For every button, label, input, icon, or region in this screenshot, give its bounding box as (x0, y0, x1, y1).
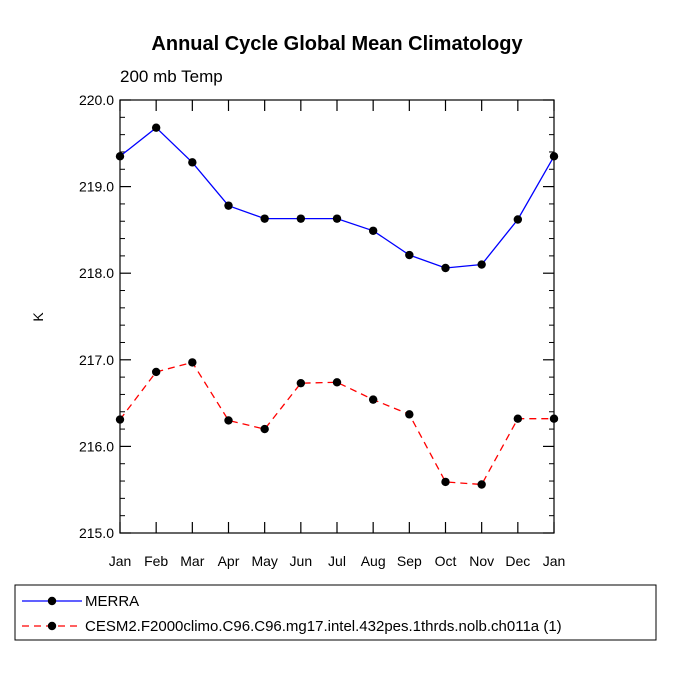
series-layer (115, 123, 559, 489)
series-1-point (513, 215, 523, 224)
series-1-point (405, 250, 414, 260)
series-1-point (368, 226, 378, 235)
legend: MERRA CESM2.F2000climo.C96.C96.mg17.intel… (14, 584, 657, 641)
series-1-point (151, 123, 161, 132)
series-1-point (332, 214, 342, 223)
plot-frame (119, 99, 555, 534)
chart-subtitle: 200 mb Temp (120, 67, 223, 86)
x-tick-label: Nov (469, 553, 494, 569)
x-tick-label: May (251, 553, 277, 569)
axis-ticks (119, 99, 555, 534)
legend-box (14, 584, 657, 641)
series-2-point (188, 358, 197, 367)
legend-label-2: CESM2.F2000climo.C96.C96.mg17.intel.432p… (85, 618, 562, 635)
x-tick-labels: Jan Feb Mar Apr May Jun Jul Aug Sep Oct Nov Dec Jan (109, 553, 566, 569)
legend-marker-2 (47, 621, 57, 631)
x-tick-label: Mar (180, 553, 204, 569)
x-tick-label: Sep (397, 553, 422, 569)
series-1-point (188, 158, 197, 167)
y-axis-label: K (30, 312, 46, 322)
series-2-point (513, 414, 523, 423)
x-tick-label: Jun (290, 553, 313, 569)
series-1-point (296, 214, 306, 223)
y-tick-label: 220.0 (79, 92, 114, 108)
series-2-point (441, 477, 450, 487)
x-tick-label: Oct (435, 553, 457, 569)
series-1-point (477, 260, 486, 269)
series-line-1 (119, 126, 555, 269)
series-2-point (260, 424, 269, 434)
series-1-point (441, 263, 450, 273)
y-tick-label: 216.0 (79, 438, 114, 454)
series-1-point (224, 201, 233, 210)
series-2-point (151, 367, 161, 377)
legend-items: MERRA CESM2.F2000climo.C96.C96.mg17.intel… (22, 593, 562, 635)
legend-label-1: MERRA (85, 593, 139, 610)
legend-marker-1 (47, 596, 57, 606)
series-2-point (332, 378, 342, 387)
y-tick-label: 217.0 (79, 352, 114, 368)
x-tick-label: Feb (144, 553, 168, 569)
y-tick-label: 215.0 (79, 525, 114, 541)
x-tick-label: Jan (109, 553, 132, 569)
y-tick-label: 219.0 (79, 179, 114, 195)
series-1-point (260, 214, 269, 223)
chart-title: Annual Cycle Global Mean Climatology (151, 33, 523, 55)
x-tick-label: Dec (505, 553, 530, 569)
x-tick-label: Apr (218, 553, 240, 569)
series-2-point (224, 416, 233, 425)
y-tick-label: 218.0 (79, 265, 114, 281)
series-2-point (296, 378, 306, 388)
series-2-point (368, 395, 378, 404)
x-tick-label: Jan (543, 553, 566, 569)
x-tick-label: Aug (361, 553, 386, 569)
x-tick-label: Jul (328, 553, 346, 569)
y-tick-labels: 215.0 216.0 217.0 218.0 219.0 220.0 (79, 92, 114, 541)
series-2-point (405, 410, 414, 419)
series-2-point (477, 480, 486, 489)
